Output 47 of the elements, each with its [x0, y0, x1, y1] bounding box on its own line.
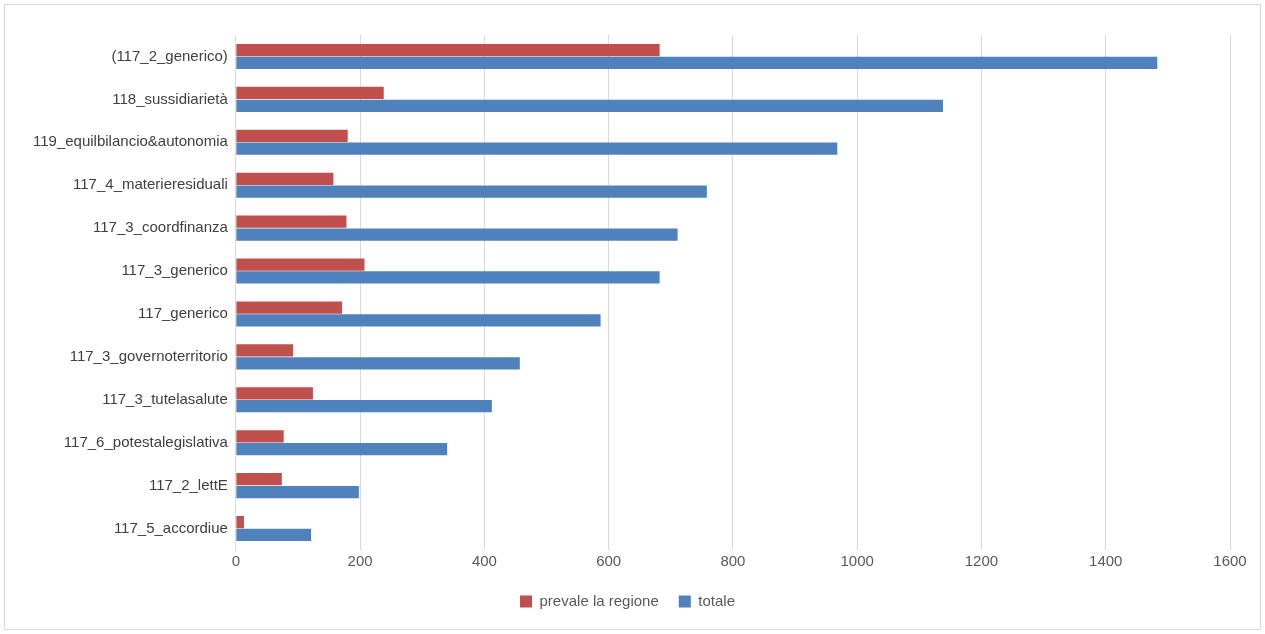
y-tick-label: 117_5_accordiue	[113, 518, 228, 536]
bar	[236, 314, 601, 327]
x-tick-label: 600	[596, 552, 622, 570]
legend-label: totale	[698, 591, 735, 609]
bar	[236, 515, 244, 529]
bar	[236, 86, 384, 100]
bar	[236, 443, 448, 456]
bar	[236, 56, 1158, 70]
y-tick-label: 117_6_potestalegislativa	[63, 432, 229, 450]
bar	[236, 99, 943, 112]
bar	[236, 400, 492, 413]
bar	[236, 172, 334, 185]
y-tick-label: 117_3_governoterritorio	[69, 347, 228, 365]
bar	[236, 485, 359, 499]
y-tick-label: 118_sussidiarietà	[112, 89, 229, 107]
y-tick-label: (117_2_generico)	[111, 46, 228, 64]
bar	[236, 357, 520, 370]
bar	[236, 387, 313, 400]
x-tick-label: 400	[471, 552, 497, 570]
x-tick-label: 200	[347, 552, 373, 570]
y-tick-label: 119_equilbilancio&autonomia	[32, 132, 229, 150]
x-tick-label: 1400	[1089, 552, 1123, 570]
bar	[236, 344, 294, 357]
bar	[236, 129, 348, 142]
y-tick-label: 117_3_coordfinanza	[93, 218, 229, 236]
bar	[236, 258, 365, 271]
bar	[236, 185, 707, 198]
legend-label: prevale la regione	[539, 591, 659, 609]
bar	[236, 301, 343, 314]
y-tick-label: 117_4_materieresiduali	[73, 175, 228, 193]
bar	[236, 142, 838, 155]
bar	[236, 43, 660, 57]
y-tick-label: 117_generico	[138, 304, 228, 322]
x-tick-label: 1000	[840, 552, 874, 570]
bar	[236, 271, 660, 284]
bar	[236, 528, 312, 542]
x-tick-label: 1200	[964, 552, 999, 570]
x-tick-label: 1600	[1213, 552, 1247, 570]
bar	[236, 215, 347, 228]
bar	[236, 228, 678, 241]
bar	[236, 430, 284, 443]
y-tick-label: 117_3_tutelasalute	[102, 389, 228, 407]
y-tick-label: 117_2_lettE	[148, 475, 228, 493]
x-tick-label: 800	[720, 552, 746, 570]
bar	[236, 473, 282, 486]
y-tick-label: 117_3_generico	[121, 261, 228, 279]
x-tick-label: 0	[231, 552, 241, 570]
